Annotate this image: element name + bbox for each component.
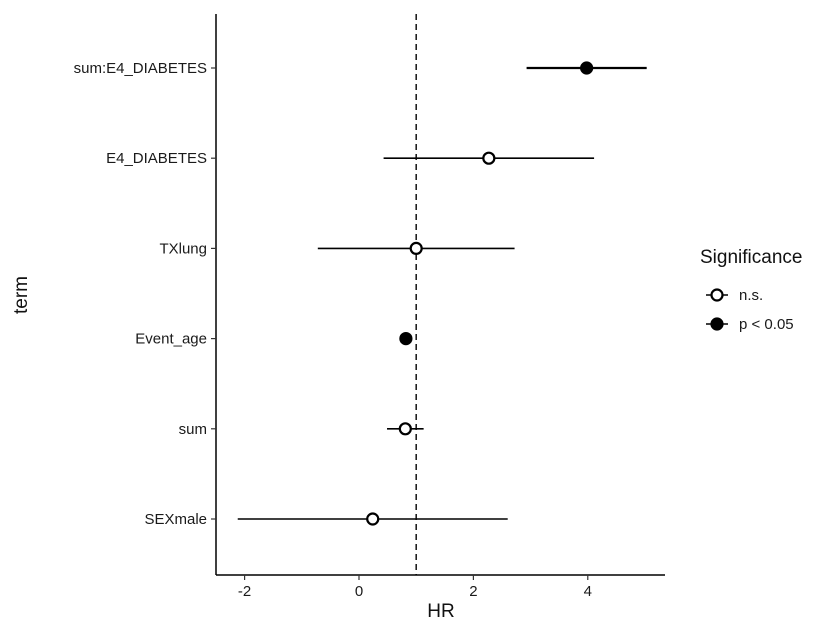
y-axis-title: term xyxy=(11,276,32,314)
y-tick-label: SEXmale xyxy=(144,511,207,528)
term-row-TXlung xyxy=(317,241,515,255)
axes: sum:E4_DIABETES E4_DIABETES TXlung Event_ag… xyxy=(74,14,665,600)
legend-title: Significance xyxy=(700,247,802,268)
legend-key-marker xyxy=(710,288,724,302)
y-tick-label: sum xyxy=(179,421,207,438)
x-axis-title: HR xyxy=(427,601,454,622)
term-row-E4_DIABETES xyxy=(383,151,595,165)
legend-label: n.s. xyxy=(739,287,763,304)
point-marker xyxy=(409,241,423,255)
point-marker xyxy=(398,422,412,436)
plot-area xyxy=(237,14,647,575)
x-tick-label: 4 xyxy=(584,583,592,600)
term-row-SEXmale xyxy=(237,512,508,526)
point-marker xyxy=(399,332,413,346)
legend-label: p < 0.05 xyxy=(739,316,794,333)
point-marker xyxy=(366,512,380,526)
y-tick-label: Event_age xyxy=(135,331,207,348)
x-tick-label: 0 xyxy=(355,583,363,600)
legend-key-marker xyxy=(710,317,724,331)
term-row-Event_age xyxy=(399,332,413,346)
legend-entry: p < 0.05 xyxy=(706,316,794,333)
term-row-sum:E4_DIABETES xyxy=(526,61,647,75)
x-tick-label: 2 xyxy=(469,583,477,600)
y-tick-label: E4_DIABETES xyxy=(106,150,207,167)
y-tick-label: TXlung xyxy=(159,240,207,257)
x-tick-label: -2 xyxy=(238,583,251,600)
term-row-sum xyxy=(387,422,424,436)
point-marker xyxy=(482,151,496,165)
legend-entry: n.s. xyxy=(706,287,763,304)
y-tick-label: sum:E4_DIABETES xyxy=(74,60,207,77)
point-marker xyxy=(580,61,594,75)
legend: Significance n.s. p < 0.05 xyxy=(700,247,802,333)
